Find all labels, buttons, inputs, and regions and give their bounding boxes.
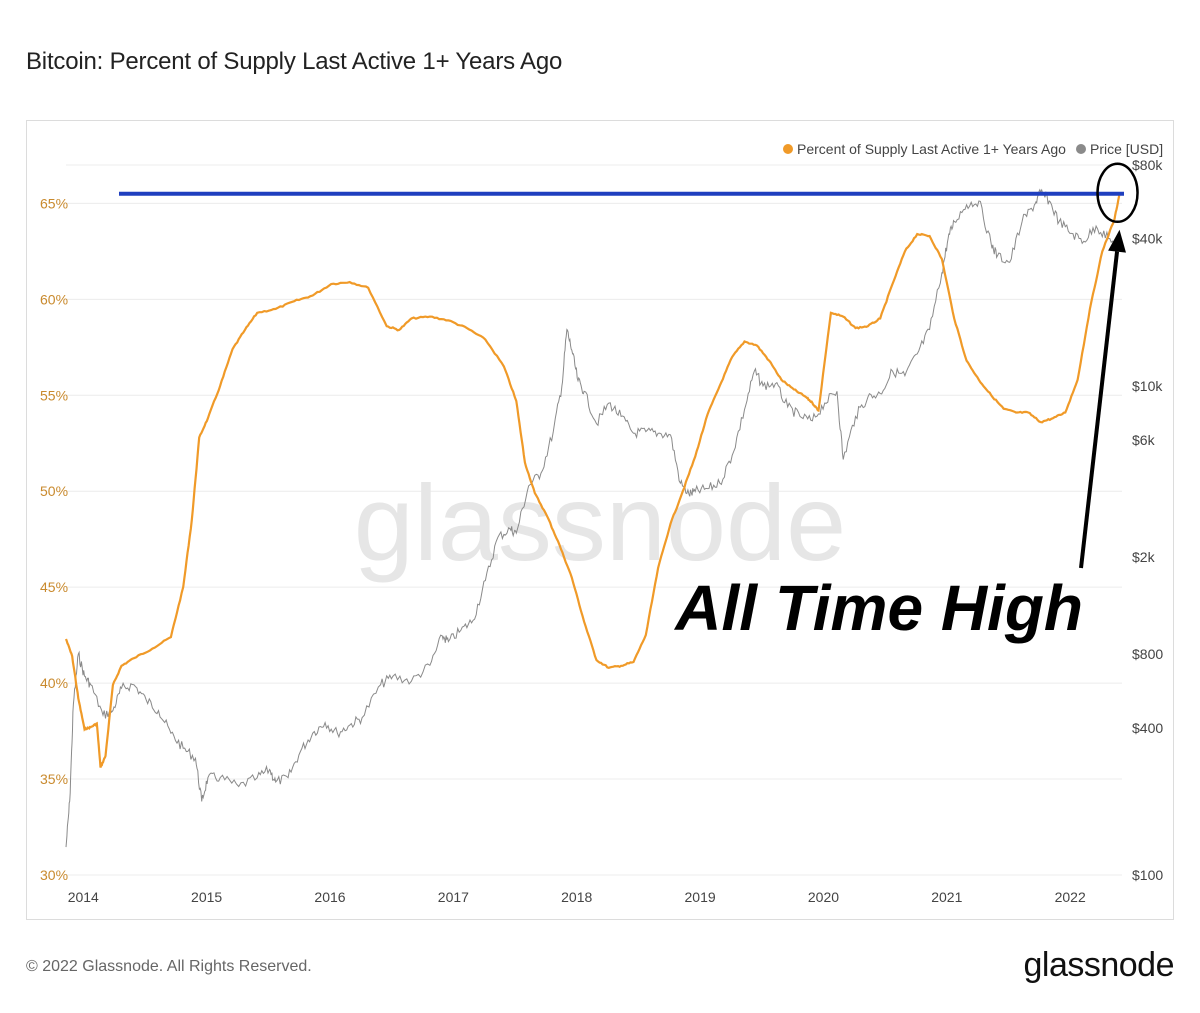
y-left-tick-label: 30% bbox=[40, 867, 68, 883]
series-line-supply bbox=[64, 193, 1121, 768]
y-left-tick-label: 60% bbox=[40, 291, 68, 307]
y-right-tick-label: $100 bbox=[1132, 867, 1163, 883]
y-right-tick-label: $10k bbox=[1132, 378, 1163, 394]
right-axis: $100 $400 $800 $2k $6k $10k $40k $80k bbox=[1132, 157, 1163, 883]
y-right-tick-label: $40k bbox=[1132, 231, 1163, 247]
y-right-tick-label: $800 bbox=[1132, 646, 1163, 662]
x-tick-label: 2015 bbox=[191, 889, 222, 905]
legend-dot-price bbox=[1076, 144, 1086, 154]
y-right-tick-label: $80k bbox=[1132, 157, 1163, 173]
x-tick-label: 2019 bbox=[685, 889, 716, 905]
annotation-arrow-head bbox=[1108, 229, 1126, 253]
copyright: © 2022 Glassnode. All Rights Reserved. bbox=[26, 958, 312, 975]
y-left-tick-label: 45% bbox=[40, 579, 68, 595]
y-right-tick-label: $2k bbox=[1132, 549, 1156, 565]
legend-item-price[interactable]: Price [USD] bbox=[1090, 141, 1163, 157]
x-tick-label: 2022 bbox=[1055, 889, 1086, 905]
watermark: glassnode bbox=[354, 462, 846, 583]
y-left-tick-label: 55% bbox=[40, 387, 68, 403]
series-line-price bbox=[65, 188, 1120, 848]
left-axis: 30% 35% 40% 45% 50% 55% 60% 65% bbox=[40, 195, 68, 883]
y-left-tick-label: 40% bbox=[40, 675, 68, 691]
y-left-tick-label: 35% bbox=[40, 771, 68, 787]
legend-dot-supply bbox=[783, 144, 793, 154]
x-tick-label: 2016 bbox=[314, 889, 345, 905]
y-left-tick-label: 50% bbox=[40, 483, 68, 499]
legend: Percent of Supply Last Active 1+ Years A… bbox=[783, 141, 1163, 157]
y-left-tick-label: 65% bbox=[40, 195, 68, 211]
x-tick-label: 2018 bbox=[561, 889, 592, 905]
brand-logo[interactable]: glassnode bbox=[1023, 946, 1174, 984]
y-right-tick-label: $400 bbox=[1132, 720, 1163, 736]
all-time-high-circle bbox=[1096, 162, 1139, 224]
x-tick-label: 2021 bbox=[931, 889, 962, 905]
grid-lines bbox=[66, 164, 1122, 876]
y-right-tick-label: $6k bbox=[1132, 432, 1156, 448]
x-tick-label: 2017 bbox=[438, 889, 469, 905]
chart-title: Bitcoin: Percent of Supply Last Active 1… bbox=[26, 48, 563, 75]
x-tick-label: 2020 bbox=[808, 889, 839, 905]
legend-item-supply[interactable]: Percent of Supply Last Active 1+ Years A… bbox=[797, 141, 1066, 157]
x-axis: 2014 2015 2016 2017 2018 2019 2020 2021 2022 bbox=[68, 889, 1086, 905]
x-tick-label: 2014 bbox=[68, 889, 99, 905]
annotation-arrow bbox=[1079, 251, 1120, 569]
annotation-text: All Time High bbox=[673, 572, 1083, 644]
chart-panel bbox=[26, 120, 1174, 920]
